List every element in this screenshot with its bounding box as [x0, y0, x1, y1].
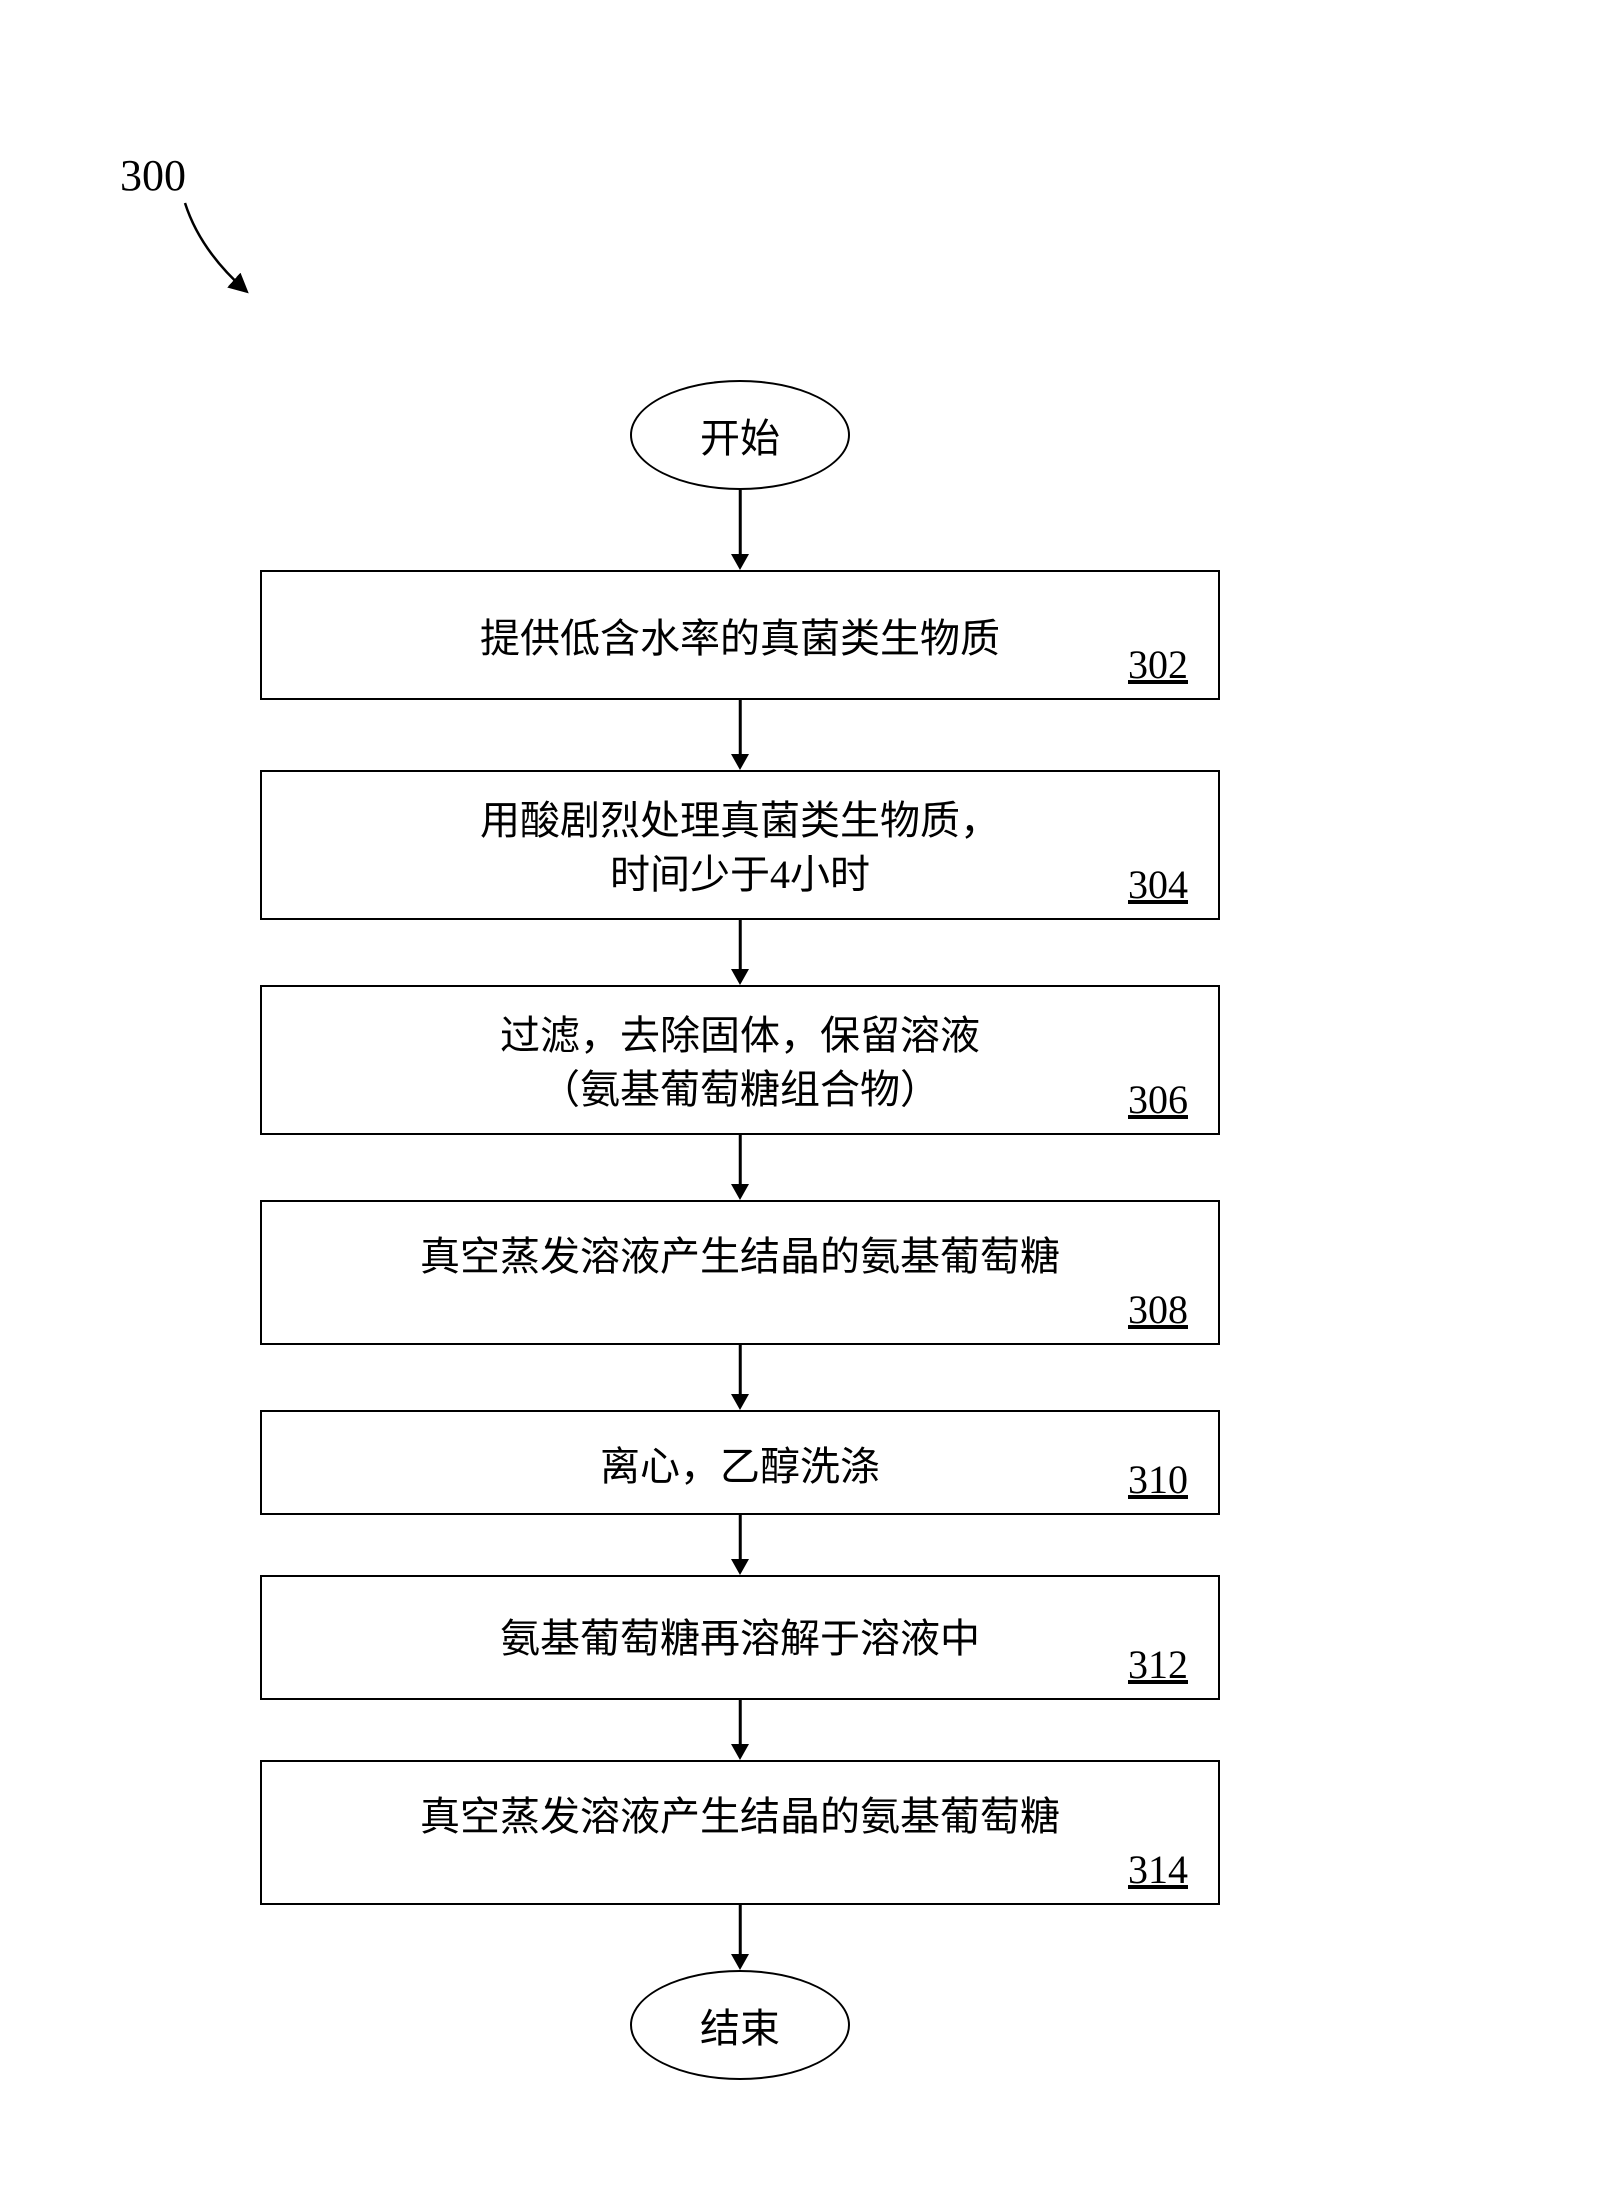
step-314: 真空蒸发溶液产生结晶的氨基葡萄糖 314: [260, 1760, 1220, 1905]
step-306: 过滤，去除固体，保留溶液 （氨基葡萄糖组合物） 306: [260, 985, 1220, 1135]
step-310-line1: 离心，乙醇洗涤: [600, 1444, 880, 1489]
arrow-line-2: [739, 920, 742, 969]
arrow-line-1: [739, 700, 742, 754]
step-304-line1: 用酸剧烈处理真菌类生物质，: [480, 798, 1000, 843]
terminal-end-label: 结束: [700, 1996, 780, 2054]
step-308-line1: 真空蒸发溶液产生结晶的氨基葡萄糖: [420, 1234, 1060, 1279]
step-304-line2: 时间少于4小时: [610, 852, 870, 897]
step-302: 提供低含水率的真菌类生物质 302: [260, 570, 1220, 700]
arrow-head-4: [731, 1394, 749, 1410]
step-306-line2: （氨基葡萄糖组合物）: [540, 1067, 940, 1112]
step-308: 真空蒸发溶液产生结晶的氨基葡萄糖 308: [260, 1200, 1220, 1345]
arrow-head-6: [731, 1744, 749, 1760]
flowchart-canvas: 300 开始 提供低含水率的真菌类生物质 302 用酸剧烈处理真菌类生物质， 时…: [0, 0, 1620, 2188]
arrow-head-5: [731, 1559, 749, 1575]
terminal-start-label: 开始: [700, 406, 780, 464]
arrow-head-1: [731, 754, 749, 770]
figure-ref-arrow: [170, 195, 280, 315]
step-306-line1: 过滤，去除固体，保留溶液: [500, 1013, 980, 1058]
arrow-line-6: [739, 1700, 742, 1744]
arrow-line-0: [739, 490, 742, 554]
arrow-head-0: [731, 554, 749, 570]
step-302-line1: 提供低含水率的真菌类生物质: [480, 616, 1000, 661]
step-314-number: 314: [1128, 1846, 1188, 1893]
step-310-number: 310: [1128, 1456, 1188, 1503]
step-312-line1: 氨基葡萄糖再溶解于溶液中: [500, 1616, 980, 1661]
step-306-number: 306: [1128, 1076, 1188, 1123]
terminal-start: 开始: [630, 380, 850, 490]
arrow-line-5: [739, 1515, 742, 1559]
step-302-number: 302: [1128, 641, 1188, 688]
step-304: 用酸剧烈处理真菌类生物质， 时间少于4小时 304: [260, 770, 1220, 920]
step-314-line1: 真空蒸发溶液产生结晶的氨基葡萄糖: [420, 1794, 1060, 1839]
arrow-line-7: [739, 1905, 742, 1954]
step-312-number: 312: [1128, 1641, 1188, 1688]
step-312: 氨基葡萄糖再溶解于溶液中 312: [260, 1575, 1220, 1700]
step-310: 离心，乙醇洗涤 310: [260, 1410, 1220, 1515]
step-304-number: 304: [1128, 861, 1188, 908]
arrow-head-7: [731, 1954, 749, 1970]
arrow-line-3: [739, 1135, 742, 1184]
figure-ref-number: 300: [120, 150, 186, 201]
step-308-number: 308: [1128, 1286, 1188, 1333]
arrow-head-3: [731, 1184, 749, 1200]
terminal-end: 结束: [630, 1970, 850, 2080]
arrow-head-2: [731, 969, 749, 985]
arrow-line-4: [739, 1345, 742, 1394]
